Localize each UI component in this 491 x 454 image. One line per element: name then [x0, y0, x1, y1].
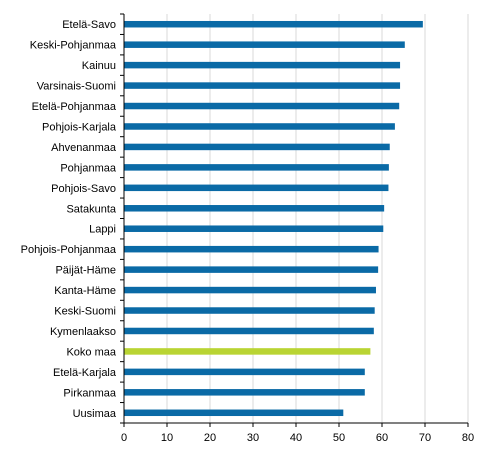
bar-etel-pohjanmaa — [124, 102, 400, 110]
category-label: Keski-Pohjanmaa — [30, 40, 117, 52]
category-label: Kainuu — [82, 60, 116, 72]
x-tick-label: 0 — [121, 432, 127, 444]
bar-kainuu — [124, 61, 401, 69]
bar-lappi — [124, 225, 384, 232]
bar-keski-pohjanmaa — [124, 41, 405, 48]
category-label: Uusimaa — [73, 408, 117, 420]
bar-satakunta — [124, 205, 385, 212]
category-label: Pirkanmaa — [63, 387, 116, 399]
category-label: Varsinais-Suomi — [37, 81, 116, 93]
bar-pohjanmaa — [124, 164, 389, 171]
x-tick-label: 10 — [161, 432, 173, 444]
category-label: Pohjanmaa — [60, 162, 117, 174]
bar-keski-suomi — [124, 307, 375, 314]
x-tick-label: 30 — [247, 432, 259, 444]
bar-pirkanmaa — [124, 389, 365, 396]
bar-ahvenanmaa — [124, 143, 390, 151]
x-tick-label: 70 — [419, 432, 431, 444]
category-label: Lappi — [89, 224, 116, 236]
x-tick-label: 40 — [290, 432, 302, 444]
x-tick-label: 20 — [204, 432, 216, 444]
bar-pohjois-pohjanmaa — [124, 245, 379, 253]
bar-etel-savo — [124, 20, 423, 28]
bar-koko-maa — [124, 348, 371, 355]
gridlines — [166, 14, 469, 423]
category-label: Kanta-Häme — [54, 285, 116, 297]
x-tick-label: 50 — [333, 432, 345, 444]
x-tick-labels: 0 10 20 30 40 50 60 70 80 — [121, 432, 474, 444]
category-label: Etelä-Karjala — [53, 367, 117, 379]
category-label: Satakunta — [66, 203, 116, 215]
category-label: Ahvenanmaa — [51, 142, 117, 154]
x-tick-label: 60 — [376, 432, 388, 444]
bar-pohjois-karjala — [124, 123, 395, 130]
bar-p-ij-t-h-me — [124, 266, 379, 273]
category-label: Pohjois-Karjala — [42, 121, 117, 133]
bar-kanta-h-me — [124, 286, 376, 294]
category-labels: Etelä-Savo Keski-Pohjanmaa Kainuu Varsinais… — [21, 19, 117, 420]
bar-etel-karjala — [124, 368, 365, 376]
bars — [124, 20, 423, 417]
category-label: Etelä-Pohjanmaa — [32, 101, 117, 113]
category-label: Pohjois-Savo — [51, 183, 116, 195]
category-label: Kymenlaakso — [50, 326, 116, 338]
category-label: Etelä-Savo — [62, 19, 116, 31]
axes — [120, 13, 469, 427]
bar-kymenlaakso — [124, 327, 374, 335]
category-label: Koko maa — [66, 346, 116, 358]
bar-uusimaa — [124, 409, 344, 417]
bar-varsinais-suomi — [124, 82, 401, 89]
category-label: Pohjois-Pohjanmaa — [21, 244, 117, 256]
category-label: Keski-Suomi — [54, 306, 116, 318]
x-tick-label: 80 — [462, 432, 474, 444]
bar-pohjois-savo — [124, 184, 389, 192]
category-label: Päijät-Häme — [55, 265, 116, 277]
